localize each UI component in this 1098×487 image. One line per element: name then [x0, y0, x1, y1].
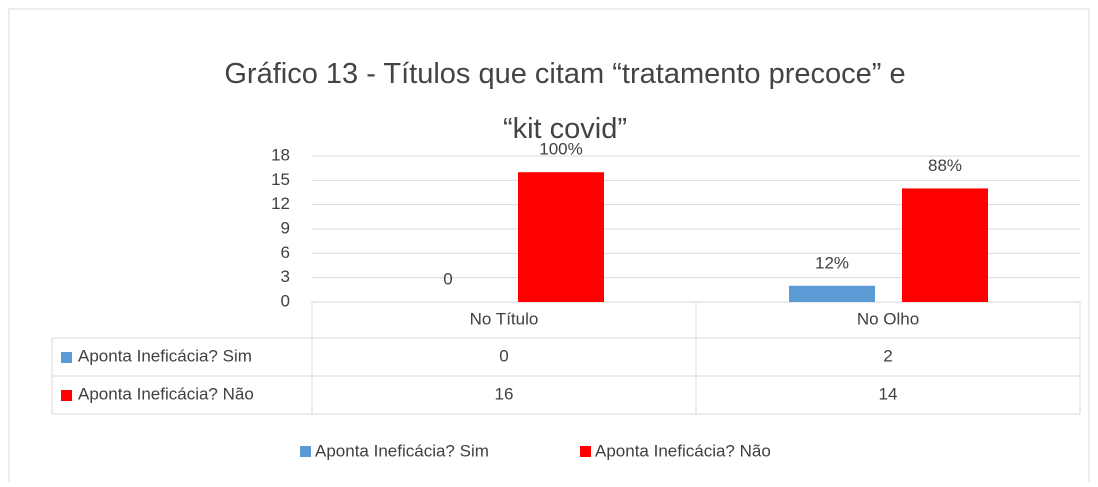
data-label: 0 — [443, 269, 452, 288]
legend-key — [300, 446, 311, 457]
bar — [518, 172, 604, 302]
table-cell: 2 — [883, 346, 892, 365]
y-tick-label: 3 — [281, 267, 290, 286]
legend-label: Aponta Ineficácia? Não — [595, 441, 771, 460]
table-legend-key — [61, 352, 72, 363]
x-tick-label: No Olho — [857, 309, 919, 328]
bar — [789, 285, 875, 302]
table-row-label: Aponta Ineficácia? Sim — [78, 346, 252, 365]
data-label: 100% — [539, 140, 582, 159]
legend-label: Aponta Ineficácia? Sim — [315, 441, 489, 460]
data-label: 12% — [815, 253, 849, 272]
y-tick-label: 9 — [281, 218, 290, 237]
legend-key — [580, 446, 591, 457]
table-cell: 14 — [879, 384, 898, 403]
y-tick-label: 12 — [271, 194, 290, 213]
table-row-label: Aponta Ineficácia? Não — [78, 384, 254, 403]
data-label: 88% — [928, 156, 962, 175]
y-tick-label: 15 — [271, 170, 290, 189]
y-tick-label: 18 — [271, 145, 290, 164]
y-tick-label: 0 — [281, 291, 290, 310]
table-legend-key — [61, 390, 72, 401]
chart-title: Gráfico 13 - Títulos que citam “tratamen… — [224, 58, 905, 145]
y-tick-label: 6 — [281, 243, 290, 262]
table-cell: 16 — [495, 384, 514, 403]
bar — [902, 188, 988, 302]
table-cell: 0 — [499, 346, 508, 365]
x-tick-label: No Título — [470, 309, 539, 328]
